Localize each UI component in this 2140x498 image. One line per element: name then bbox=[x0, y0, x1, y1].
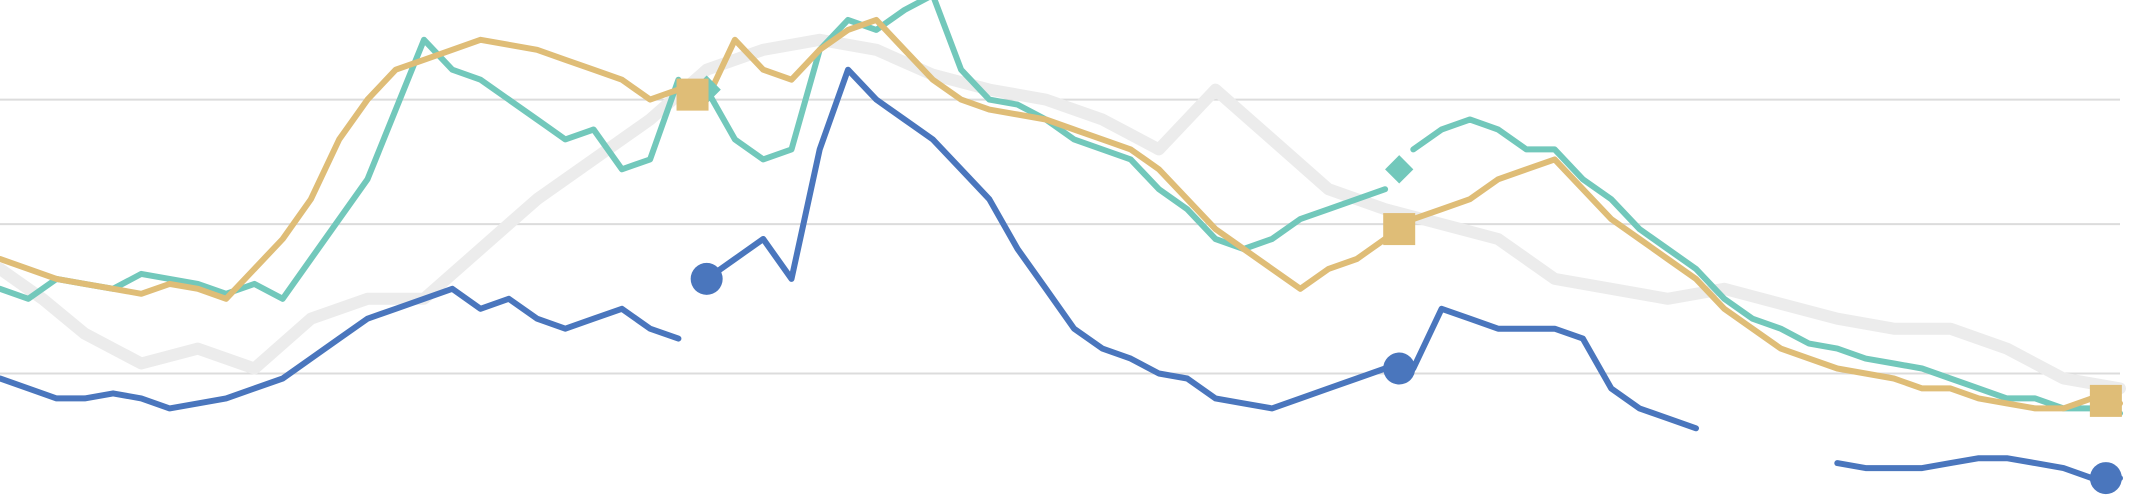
series-markers bbox=[676, 75, 2122, 495]
series-line-blue-3 bbox=[1834, 455, 2123, 482]
series-line-gold-2 bbox=[1410, 156, 2123, 412]
series-line-teal-2 bbox=[1410, 116, 2123, 417]
marker-blue-1 bbox=[1383, 352, 1416, 385]
series-line-blue-1 bbox=[703, 66, 1389, 412]
marker-blue-2 bbox=[2089, 462, 2122, 495]
marker-teal-1 bbox=[1385, 155, 1414, 184]
gridlines bbox=[0, 98, 2120, 375]
marker-gold-2 bbox=[2089, 384, 2122, 417]
series-line-gold-1 bbox=[703, 16, 1389, 292]
series-line-blue-2 bbox=[1410, 305, 1699, 432]
marker-blue-0 bbox=[690, 262, 723, 295]
series-line-gray-0 bbox=[0, 33, 2126, 395]
marker-gold-1 bbox=[1383, 213, 1416, 246]
marker-gold-0 bbox=[676, 78, 709, 111]
series-line-blue-0 bbox=[0, 285, 682, 412]
series-lines bbox=[0, 0, 2126, 482]
series-line-gold-0 bbox=[0, 36, 682, 302]
